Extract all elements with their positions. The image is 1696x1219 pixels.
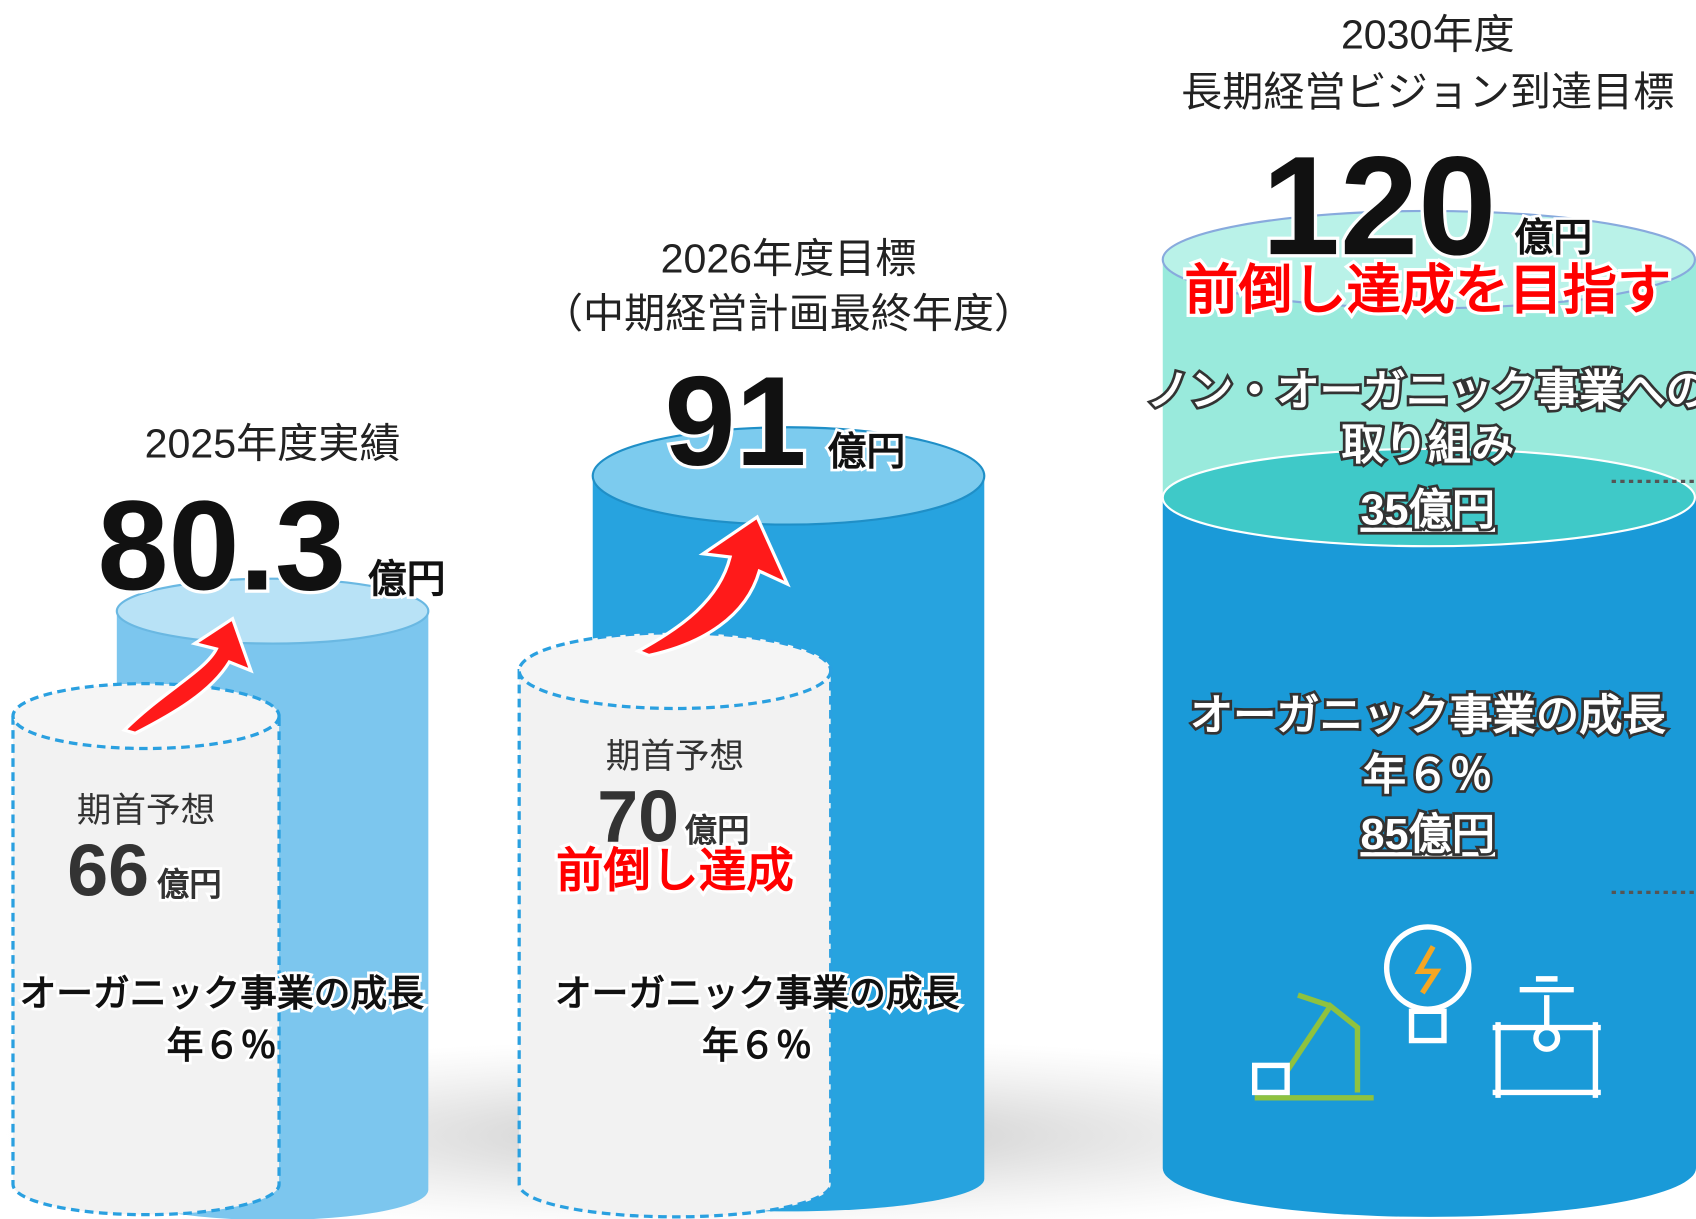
heading: 2026年度目標 xyxy=(661,236,917,282)
arrow xyxy=(121,616,254,736)
forecast-label: 期首予想 xyxy=(606,738,744,776)
growth: 年６％ xyxy=(702,1025,812,1066)
value: 80.3 xyxy=(98,474,346,617)
segment-text: 取り組み xyxy=(1341,422,1514,470)
segment-amount: 85億円 xyxy=(1360,811,1495,859)
note: 前倒し達成 xyxy=(556,845,794,898)
cylinder-vision-2030 xyxy=(1161,209,1696,1217)
icons xyxy=(1251,924,1601,1101)
cylinder-forecast-2025 xyxy=(11,681,281,1217)
growth: 年６％ xyxy=(167,1025,277,1066)
segment-amount: 35億円 xyxy=(1360,487,1495,535)
arrow xyxy=(634,514,791,658)
unit: 億円 xyxy=(827,431,905,474)
segment-text: ノン・オーガニック事業への xyxy=(1147,368,1696,416)
heading: 2025年度実績 xyxy=(145,421,401,467)
segment-text: 年６％ xyxy=(1363,752,1493,800)
heading: 長期経営ビジョン到達目標 xyxy=(1181,69,1674,115)
forecast-label: 期首予想 xyxy=(77,792,215,830)
heading: 2030年度 xyxy=(1341,12,1515,58)
segment-text: オーガニック事業の成長 xyxy=(1190,692,1667,740)
heading: （中期経営計画最終年度） xyxy=(542,291,1035,337)
growth: オーガニック事業の成長 xyxy=(20,973,425,1014)
value: 91 xyxy=(665,350,807,493)
growth: オーガニック事業の成長 xyxy=(555,973,960,1014)
forecast-value: 70 xyxy=(597,775,679,858)
note: 前倒し達成を目指す xyxy=(1184,260,1671,320)
forecast-unit: 億円 xyxy=(157,867,222,903)
forecast-unit: 億円 xyxy=(685,813,750,849)
unit: 億円 xyxy=(368,559,446,602)
cylinder-forecast-2026 xyxy=(517,631,833,1219)
forecast-value: 66 xyxy=(67,829,149,912)
unit: 億円 xyxy=(1514,217,1592,260)
value: 120 xyxy=(1262,127,1497,284)
